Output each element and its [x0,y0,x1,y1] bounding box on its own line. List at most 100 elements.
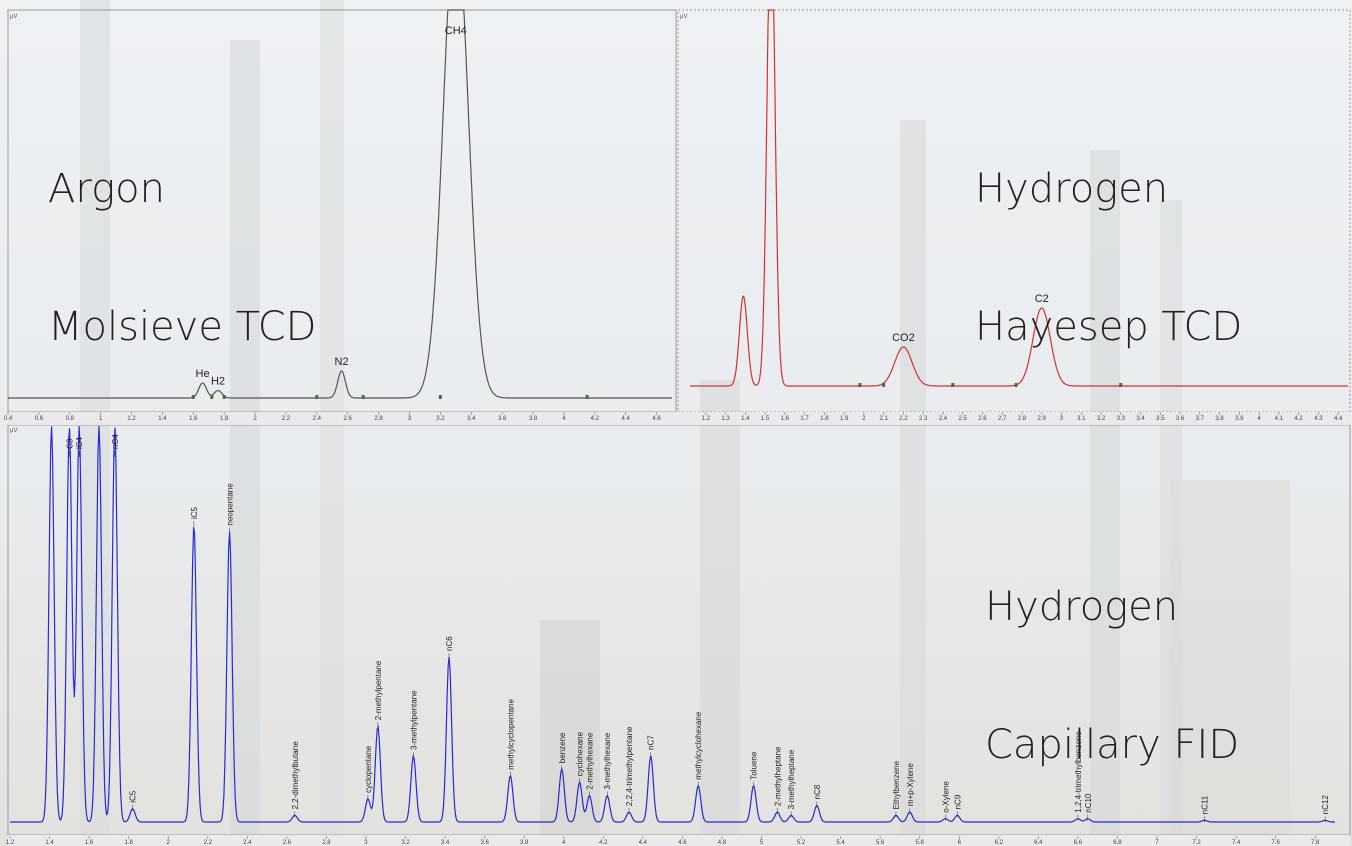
x-tick-label: 1.6 [189,416,198,422]
x-tick-label: 5.8 [916,840,925,846]
x-tick-label: 0.8 [66,416,75,422]
x-tick-label: 3.7 [1196,416,1205,422]
peak-label: nC4 [111,434,120,449]
x-tick-label: 3 [408,416,412,422]
x-tick-label: 2.9 [1038,416,1047,422]
x-tick-label: 0.4 [4,416,13,422]
x-tick-label: 2 [862,416,866,422]
x-tick-label: 5.4 [836,840,845,846]
x-tick-label: 2.6 [344,416,353,422]
x-tick-label: 3 [364,840,368,846]
x-tick-label: 4.4 [639,840,648,846]
bottom-panel-title: Hydrogen Capillary FID [985,492,1239,814]
x-tick-label: 2.8 [374,416,383,422]
top-right-y-unit: µV [680,14,687,20]
x-tick-label: 1.8 [124,840,133,846]
integration-marker [210,395,214,399]
peak-label: iC5 [190,506,199,519]
x-tick-label: 2.2 [899,416,908,422]
x-tick-label: 3.2 [401,840,410,846]
x-tick-label: 3.8 [520,840,529,846]
trace-bottom: C3 iC4 nC4 iC5 iC5 neopentane 2,2-dimethylbuta… [10,425,1335,823]
x-tick-label: 4.2 [599,840,608,846]
x-tick-label: 2.8 [322,840,331,846]
integration-marker [951,383,955,387]
x-tick-label: 1 [99,416,103,422]
x-tick-label: 7.2 [1192,840,1201,846]
chromatogram-line [8,9,672,399]
integration-marker [858,383,862,387]
x-tick-label: 1.2 [702,416,711,422]
x-tick-label: 1.4 [741,416,750,422]
peak-label: nC10 [1084,793,1093,813]
x-tick-label: 4.8 [718,840,727,846]
x-tick-label: 1.9 [840,416,849,422]
integration-marker [222,395,226,399]
x-tick-label: 4 [562,840,566,846]
title-line: Hayesep TCD [975,304,1243,350]
peak-label: H2 [211,376,225,388]
title-line: Argon [48,166,165,212]
x-tick-label: 6.4 [1034,840,1043,846]
x-tick-label: 3.4 [467,416,476,422]
bottom-y-unit: µV [10,428,17,434]
x-tick-label: 2.7 [998,416,1007,422]
x-tick-label: 3.1 [1077,416,1086,422]
peak-label: N2 [335,356,349,368]
integration-marker [1119,383,1123,387]
x-tick-label: 2 [253,416,257,422]
x-tick-label: 4.4 [1334,416,1343,422]
peak-label: cyclohexane [576,731,585,776]
peak-label: 2-methylheptane [773,746,782,806]
integration-marker [1014,383,1018,387]
top-left-y-unit: µV [10,14,17,20]
trace-top_right: CO2 C2 [690,9,1348,387]
title-line: Hydrogen [985,584,1179,630]
peak-label: nC6 [445,636,454,651]
integration-marker [191,395,195,399]
x-tick-label: 3.3 [1117,416,1126,422]
peak-label: nC7 [647,735,656,750]
peak-label: nC8 [813,784,822,799]
x-tick-label: 2.2 [282,416,291,422]
x-tick-label: 2 [167,840,171,846]
x-tick-label: 2.4 [313,416,322,422]
x-tick-label: 1.6 [781,416,790,422]
x-tick-label: 3.6 [498,416,507,422]
x-tick-label: 5.6 [876,840,885,846]
chromatogram-line [690,9,1348,387]
x-tick-label: 4.6 [652,416,661,422]
x-tick-label: 5.2 [797,840,806,846]
top-x-axis-bar [8,412,1350,425]
x-tick-label: 3.6 [480,840,489,846]
x-tick-label: 7 [1155,840,1159,846]
peak-label: 3-methylpentane [409,690,418,750]
peak-label: o-Xylene [941,781,950,813]
x-tick-label: 2.4 [243,840,252,846]
x-tick-label: 4 [562,416,566,422]
peak-label: 1,2,4-trimethylbenzene [1074,731,1083,813]
x-tick-label: 1.2 [6,840,15,846]
x-tick-label: 4.6 [678,840,687,846]
x-tick-label: 2.2 [204,840,213,846]
x-tick-label: 3.4 [1136,416,1145,422]
x-tick-label: 1.6 [85,840,94,846]
title-line: Molsieve TCD [48,304,317,350]
x-tick-label: 4.2 [591,416,600,422]
x-tick-label: 2.6 [978,416,987,422]
x-tick-label: 6 [958,840,962,846]
peak-label: cyclopentane [364,745,373,793]
peak-label: nC12 [1321,795,1330,815]
peak-label: He [196,368,210,380]
x-tick-label: 1.5 [761,416,770,422]
title-line: Capillary FID [985,722,1240,768]
x-tick-label: 3.2 [1097,416,1106,422]
peak-label: iC4 [75,436,84,449]
peak-label: methylcyclopentane [506,699,515,770]
x-tick-label: 4.3 [1314,416,1323,422]
peak-label: m+p-Xylene [906,763,915,806]
x-tick-label: 4.2 [1294,416,1303,422]
